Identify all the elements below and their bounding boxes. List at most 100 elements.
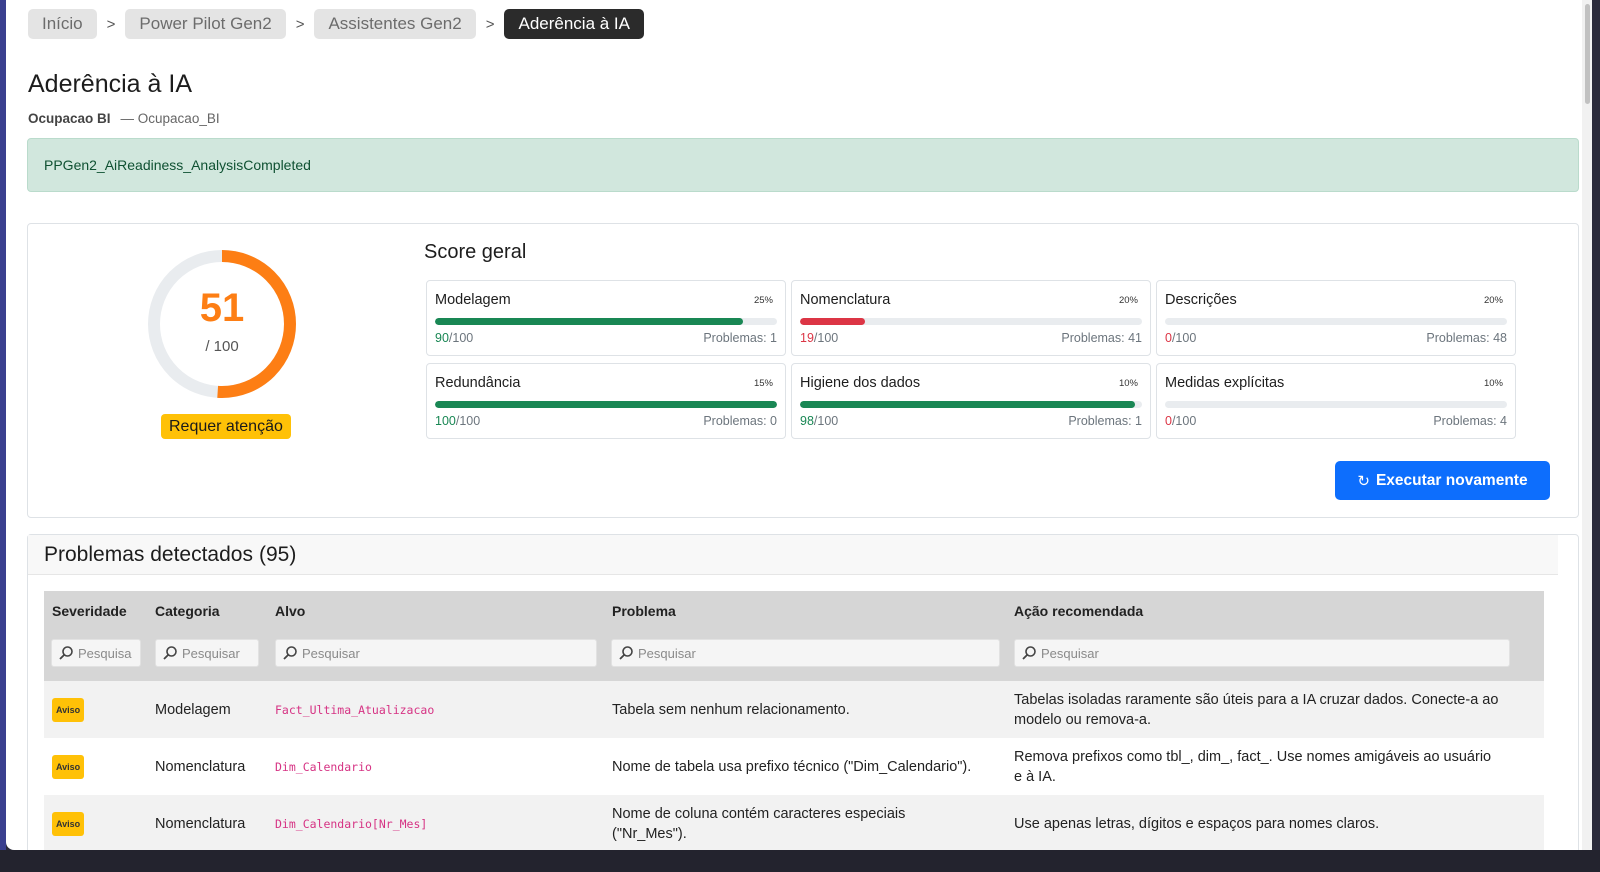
breadcrumb-item-current: Aderência à IA (504, 9, 644, 39)
category-cell: Modelagem (155, 701, 231, 718)
score-gauge-ring (148, 250, 296, 398)
page-subtitle: Ocupacao BI — Ocupacao_BI (28, 111, 220, 126)
metric-name: Medidas explícitas (1165, 375, 1285, 391)
column-header-alvo[interactable]: Alvo (275, 603, 306, 619)
score-gauge: 51 / 100 (146, 248, 298, 400)
metric-name: Descrições (1165, 292, 1237, 308)
filter-input-problema[interactable]: Pesquisar (611, 639, 1000, 667)
success-alert: PPGen2_AiReadiness_AnalysisCompleted (27, 138, 1579, 192)
metric-problems: Problemas: 0 (703, 414, 777, 428)
model-name: Ocupacao BI (28, 111, 111, 126)
column-header-problema[interactable]: Problema (612, 603, 676, 619)
score-card: 51 / 100 Requer atenção Score geral Mode… (27, 223, 1579, 518)
window-left-edge (0, 0, 6, 850)
metric-name: Nomenclatura (800, 292, 891, 308)
table-row[interactable]: Aviso Nomenclatura Dim_Calendario Nome d… (44, 738, 1544, 795)
status-badge: Requer atenção (161, 414, 291, 439)
metric-card-higiene: Higiene dos dados 10% 98/100 Problemas: … (791, 363, 1151, 439)
severity-badge: Aviso (52, 754, 85, 779)
metric-card-redundancia: Redundância 15% 100/100 Problemas: 0 (426, 363, 786, 439)
column-header-acao[interactable]: Ação recomendada (1014, 603, 1144, 619)
filter-input-categoria[interactable]: Pesquisar (155, 639, 259, 667)
metric-progress-track (435, 318, 777, 325)
model-id: — Ocupacao_BI (120, 111, 220, 126)
app-window: Início > Power Pilot Gen2 > Assistentes … (6, 0, 1592, 850)
problem-cell: Nome de tabela usa prefixo técnico ("Dim… (612, 758, 972, 775)
problems-header: Problemas detectados (95) (28, 535, 1558, 575)
page-scrollbar[interactable] (1582, 0, 1592, 850)
metric-progress-track (1165, 318, 1507, 325)
breadcrumb-separator: > (106, 15, 116, 33)
metric-weight: 20% (1118, 295, 1138, 306)
metric-progress-fill (800, 401, 1136, 408)
search-icon (283, 646, 297, 660)
metric-problems: Problemas: 4 (1433, 414, 1507, 428)
metric-weight: 10% (1118, 378, 1138, 389)
metric-problems: Problemas: 41 (1061, 331, 1142, 345)
problem-cell: Nome de coluna contém caracteres especia… (612, 805, 906, 842)
problems-count: (95) (258, 543, 297, 566)
search-icon (1022, 646, 1036, 660)
column-header-categoria[interactable]: Categoria (155, 603, 220, 619)
breadcrumb-separator: > (485, 15, 495, 33)
problem-cell: Tabela sem nenhum relacionamento. (612, 701, 850, 718)
breadcrumb: Início > Power Pilot Gen2 > Assistentes … (28, 9, 644, 39)
severity-badge: Aviso (52, 697, 85, 722)
alert-message: PPGen2_AiReadiness_AnalysisCompleted (44, 157, 311, 173)
filter-input-severidade[interactable]: Pesquisa (51, 639, 141, 667)
breadcrumb-item-inicio[interactable]: Início (28, 9, 97, 39)
metric-weight: 10% (1483, 378, 1503, 389)
metric-progress-fill (435, 401, 777, 408)
metric-card-medidas: Medidas explícitas 10% 0/100 Problemas: … (1156, 363, 1516, 439)
metric-progress-track (800, 318, 1142, 325)
metric-weight: 20% (1483, 295, 1503, 306)
metric-weight: 25% (753, 295, 773, 306)
problems-table: Severidade Categoria Alvo Problema Ação … (44, 591, 1544, 850)
metric-score: 100/100 (435, 414, 481, 428)
severity-badge: Aviso (52, 811, 85, 836)
problems-card: Problemas detectados (95) Severidade Cate… (27, 534, 1579, 850)
action-cell: Use apenas letras, dígitos e espaços par… (1014, 815, 1380, 832)
metric-progress-fill (435, 318, 743, 325)
metric-score: 19/100 (800, 331, 839, 345)
metric-name: Redundância (435, 375, 521, 391)
metric-card-nomenclatura: Nomenclatura 20% 19/100 Problemas: 41 (791, 280, 1151, 356)
score-value: 51 (199, 286, 245, 330)
table-row[interactable]: Aviso Nomenclatura Dim_Calendario[Nr_Mes… (44, 795, 1544, 850)
taskbar (0, 850, 1600, 872)
metric-score: 90/100 (435, 331, 474, 345)
filter-input-acao[interactable]: Pesquisar (1014, 639, 1510, 667)
metric-score: 0/100 (1165, 414, 1197, 428)
search-icon (163, 646, 177, 660)
metric-card-modelagem: Modelagem 25% 90/100 Problemas: 1 (426, 280, 786, 356)
target-cell: Dim_Calendario[Nr_Mes] (275, 816, 428, 831)
metric-weight: 15% (753, 378, 773, 389)
action-cell: Remova prefixos como tbl_, dim_, fact_. … (1014, 748, 1492, 785)
breadcrumb-item-power-pilot[interactable]: Power Pilot Gen2 (125, 9, 286, 39)
refresh-icon: ↻ (1357, 472, 1370, 490)
breadcrumb-item-assistentes[interactable]: Assistentes Gen2 (314, 9, 476, 39)
category-cell: Nomenclatura (155, 815, 246, 832)
metric-score: 0/100 (1165, 331, 1197, 345)
breadcrumb-separator: > (295, 15, 305, 33)
metric-progress-track (800, 401, 1142, 408)
column-header-severidade[interactable]: Severidade (52, 603, 127, 619)
metric-progress-track (435, 401, 777, 408)
rerun-label: Executar novamente (1375, 471, 1528, 489)
action-cell: Tabelas isoladas raramente são úteis par… (1014, 691, 1499, 728)
metric-problems: Problemas: 1 (1068, 414, 1142, 428)
metric-progress-fill (800, 318, 865, 325)
table-row[interactable]: Aviso Modelagem Fact_Ultima_Atualizacao … (44, 681, 1544, 738)
problems-title: Problemas detectados (95) (44, 543, 297, 566)
search-icon (619, 646, 633, 660)
metric-card-descricoes: Descrições 20% 0/100 Problemas: 48 (1156, 280, 1516, 356)
rerun-button[interactable]: ↻ Executar novamente (1335, 461, 1550, 500)
score-section-title: Score geral (424, 241, 527, 263)
search-icon (59, 646, 73, 660)
metric-progress-track (1165, 401, 1507, 408)
filter-input-alvo[interactable]: Pesquisar (275, 639, 597, 667)
category-cell: Nomenclatura (155, 758, 246, 775)
metric-name: Higiene dos dados (800, 375, 921, 391)
scrollbar-thumb[interactable] (1585, 4, 1590, 104)
metric-score: 98/100 (800, 414, 839, 428)
